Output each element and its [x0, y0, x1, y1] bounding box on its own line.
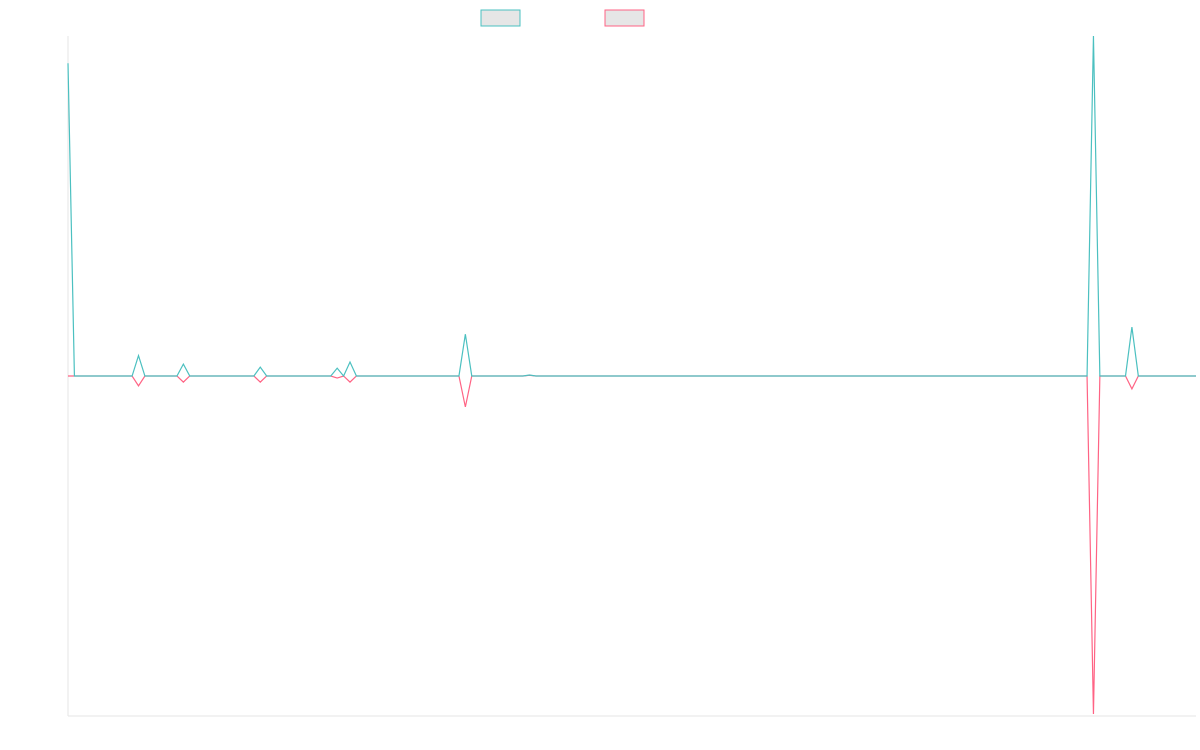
legend-swatch	[480, 9, 521, 27]
line-series	[68, 374, 1196, 714]
line-series	[67, 35, 1196, 378]
legend-swatch	[604, 9, 645, 27]
